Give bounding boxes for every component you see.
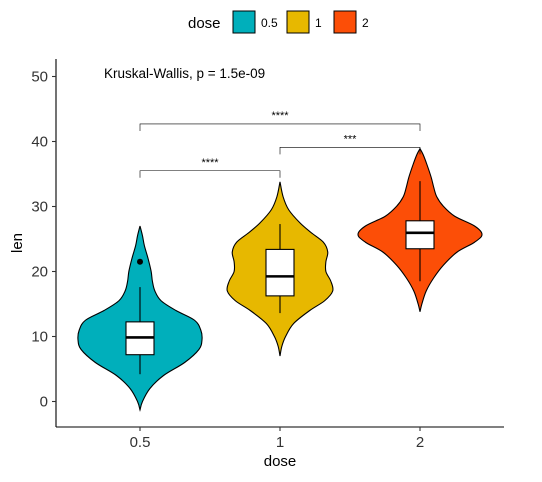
x-tick-label: 1 — [276, 434, 284, 451]
x-tick-label: 0.5 — [130, 434, 151, 451]
significance-label: **** — [271, 110, 289, 122]
legend-label: 1 — [315, 16, 322, 30]
comparison-bracket — [139, 123, 421, 131]
legend-label: 2 — [362, 16, 369, 30]
box-2 — [405, 220, 435, 250]
box-1 — [265, 248, 295, 297]
y-ticks: 0 10 20 30 40 50 — [31, 69, 56, 411]
legend-key-2 — [333, 10, 357, 34]
comparison-bracket — [279, 147, 421, 155]
significance-label: **** — [201, 157, 219, 169]
x-ticks: 0.5 1 2 — [130, 427, 424, 451]
y-tick-label: 40 — [31, 134, 48, 151]
x-axis-title: dose — [264, 453, 297, 470]
y-axis-title: len — [9, 233, 26, 253]
outlier-point — [137, 258, 143, 265]
legend-title: dose — [188, 15, 221, 32]
significance-brackets: *********** — [139, 110, 421, 178]
y-tick-label: 20 — [31, 264, 48, 281]
legend: dose 0.5 1 2 — [188, 10, 369, 34]
boxplots-layer — [125, 181, 435, 375]
legend-key-1 — [286, 10, 310, 34]
y-tick-label: 50 — [31, 69, 48, 86]
y-tick-label: 10 — [31, 329, 48, 346]
significance-label: *** — [344, 133, 358, 145]
x-tick-label: 2 — [416, 434, 424, 451]
legend-label: 0.5 — [261, 16, 278, 30]
kruskal-wallis-annotation: Kruskal-Wallis, p = 1.5e-09 — [104, 66, 265, 81]
legend-key-0.5 — [232, 10, 256, 34]
comparison-bracket — [139, 170, 281, 178]
y-tick-label: 0 — [40, 394, 48, 411]
y-tick-label: 30 — [31, 199, 48, 216]
